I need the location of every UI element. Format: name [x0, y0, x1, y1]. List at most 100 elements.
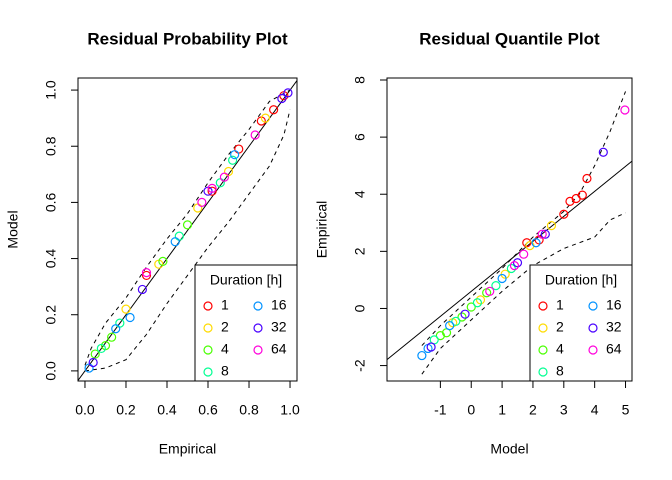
point: [497, 273, 507, 284]
point: [141, 268, 152, 278]
legend-marker: [203, 323, 213, 333]
point: [207, 183, 217, 193]
x-tick-label: 0.8: [239, 402, 259, 418]
point: [506, 263, 516, 274]
x-tick-label: 0.6: [198, 402, 218, 418]
point: [182, 220, 193, 230]
point: [559, 209, 569, 219]
legend-marker: [538, 345, 548, 355]
y-tick-label: 0.2: [43, 305, 59, 325]
legend-box: [194, 264, 298, 382]
reference-line: [78, 80, 297, 381]
y-tick-label: 0.4: [43, 249, 59, 269]
point: [269, 105, 279, 115]
point: [111, 324, 121, 334]
legend-label: 64: [271, 341, 287, 357]
point: [519, 249, 529, 259]
point: [445, 320, 455, 331]
point: [174, 231, 184, 241]
legend-label: 16: [271, 297, 287, 313]
x-tick-label: 0.2: [116, 402, 136, 418]
point: [96, 343, 106, 354]
legend-label: 2: [221, 319, 229, 335]
point: [417, 350, 427, 361]
plot-frame: [386, 77, 633, 382]
legend-label: 1: [556, 297, 564, 313]
legend-title: Duration [h]: [210, 272, 282, 288]
point: [512, 258, 523, 268]
point: [277, 93, 287, 104]
plot-frame: [77, 77, 298, 382]
x-axis-label: Model: [490, 441, 528, 457]
point: [228, 155, 238, 165]
legend-label: 16: [606, 297, 622, 313]
chart-title: Residual Probability Plot: [87, 29, 288, 48]
y-tick-label: 2: [352, 247, 368, 255]
y-tick-label: 0.0: [43, 361, 59, 381]
legend-marker: [588, 323, 598, 333]
y-tick-label: 1.0: [43, 80, 59, 100]
point: [509, 261, 520, 271]
legend-marker: [538, 367, 548, 377]
point: [283, 88, 293, 98]
y-axis-label: Empirical: [314, 201, 330, 259]
point: [546, 221, 557, 231]
legend-label: 8: [221, 363, 229, 379]
point: [90, 349, 100, 359]
y-tick-label: 0: [352, 304, 368, 312]
legend-marker: [588, 301, 598, 311]
legend-label: 8: [556, 363, 564, 379]
point: [88, 357, 98, 368]
legend-marker: [203, 367, 213, 377]
legend-label: 4: [221, 341, 229, 357]
confidence-band: [84, 89, 291, 366]
point: [472, 298, 483, 308]
point: [457, 312, 467, 322]
legend-label: 32: [606, 319, 622, 335]
point: [170, 237, 180, 247]
point: [577, 190, 587, 200]
y-tick-label: 0.6: [43, 192, 59, 212]
x-tick-label: 4: [591, 402, 599, 418]
point: [193, 203, 203, 213]
point: [426, 342, 436, 352]
point: [435, 330, 445, 341]
legend-label: 2: [556, 319, 564, 335]
point: [158, 256, 168, 266]
x-tick-label: 0: [467, 402, 475, 418]
legend-label: 32: [271, 319, 287, 335]
y-tick-label: 8: [352, 76, 368, 84]
point: [107, 332, 117, 342]
legend-label: 4: [556, 341, 564, 357]
point: [197, 197, 207, 208]
point: [485, 286, 495, 296]
y-axis-label: Model: [5, 210, 21, 248]
point: [234, 144, 244, 154]
legend-marker: [203, 345, 213, 355]
point: [525, 241, 535, 251]
legend-marker: [588, 345, 598, 355]
point: [491, 281, 501, 291]
legend-marker: [253, 323, 263, 333]
point: [534, 235, 544, 245]
point: [121, 304, 131, 314]
x-tick-label: 1.0: [280, 402, 300, 418]
chart-title: Residual Quantile Plot: [419, 29, 600, 48]
y-tick-label: 4: [352, 190, 368, 198]
point: [537, 229, 547, 239]
x-tick-label: 0.4: [157, 402, 177, 418]
point: [137, 284, 147, 295]
legend-marker: [538, 323, 548, 333]
x-tick-label: 1: [498, 402, 506, 418]
point: [460, 309, 470, 319]
point: [207, 186, 217, 196]
y-tick-label: 0.8: [43, 136, 59, 156]
point: [466, 302, 476, 312]
point: [522, 238, 532, 248]
x-tick-label: 2: [529, 402, 537, 418]
confidence-band: [421, 91, 626, 346]
point: [620, 105, 630, 115]
point: [230, 150, 240, 160]
